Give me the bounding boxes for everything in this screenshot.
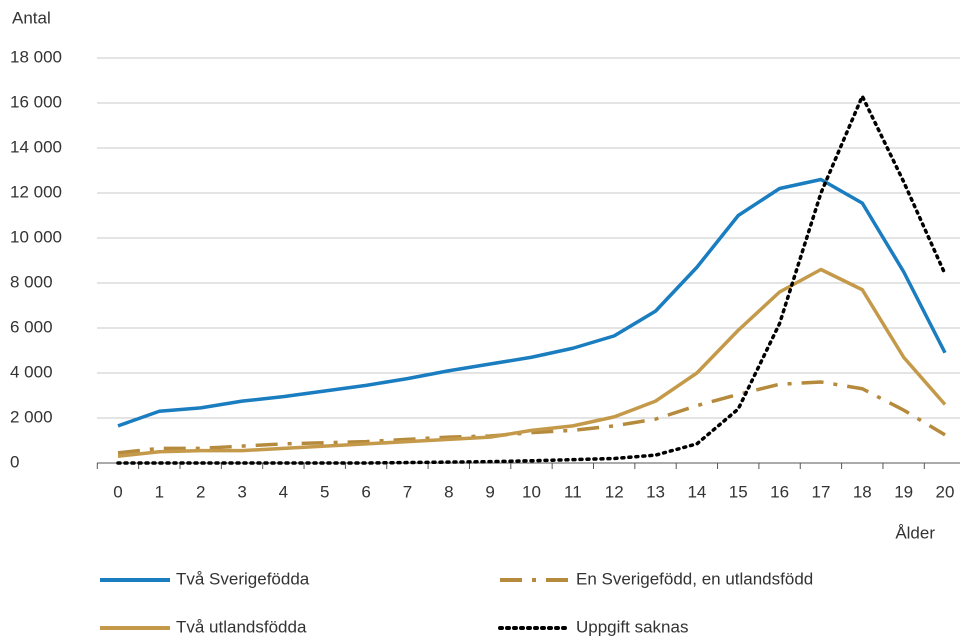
legend-label: En Sverigefödd, en utlandsfödd <box>576 569 813 588</box>
x-tick-label: 0 <box>113 482 122 501</box>
x-tick-label: 17 <box>811 482 830 501</box>
x-tick-label: 14 <box>687 482 706 501</box>
x-tick-label: 13 <box>646 482 665 501</box>
series-line <box>117 380 946 455</box>
x-tick-label: 4 <box>279 482 288 501</box>
series-line <box>117 177 947 428</box>
legend-label: Två utlandsfödda <box>176 617 307 636</box>
x-tick-label: 5 <box>320 482 329 501</box>
x-tick-label: 1 <box>155 482 164 501</box>
x-tick-label: 20 <box>936 482 955 501</box>
x-tick-label: 11 <box>564 482 582 501</box>
x-tick-label: 18 <box>853 482 872 501</box>
x-axis-label: Ålder <box>895 523 935 542</box>
x-tick-label: 7 <box>403 482 412 501</box>
y-tick-label: 6 000 <box>10 317 53 336</box>
x-tick-label: 2 <box>196 482 205 501</box>
x-tick-label: 19 <box>894 482 913 501</box>
legend-label: Två Sverigefödda <box>176 569 310 588</box>
x-tick-label: 3 <box>237 482 246 501</box>
y-tick-label: 0 <box>10 452 19 471</box>
y-tick-label: 2 000 <box>10 407 53 426</box>
y-tick-label: 10 000 <box>10 227 62 246</box>
x-tick-label: 16 <box>770 482 789 501</box>
y-tick-label: 18 000 <box>10 47 62 66</box>
x-tick-label: 6 <box>361 482 370 501</box>
y-tick-label: 16 000 <box>10 92 62 111</box>
x-tick-label: 8 <box>444 482 453 501</box>
y-tick-label: 8 000 <box>10 272 53 291</box>
y-tick-label: 14 000 <box>10 137 62 156</box>
series-line <box>116 94 947 465</box>
legend-label: Uppgift saknas <box>576 617 688 636</box>
y-tick-label: 12 000 <box>10 182 62 201</box>
y-axis-label: Antal <box>12 8 51 27</box>
series-line <box>117 267 947 458</box>
x-tick-label: 15 <box>729 482 748 501</box>
x-tick-label: 12 <box>605 482 624 501</box>
x-tick-label: 9 <box>485 482 494 501</box>
x-tick-label: 10 <box>522 482 541 501</box>
y-tick-label: 4 000 <box>10 362 53 381</box>
